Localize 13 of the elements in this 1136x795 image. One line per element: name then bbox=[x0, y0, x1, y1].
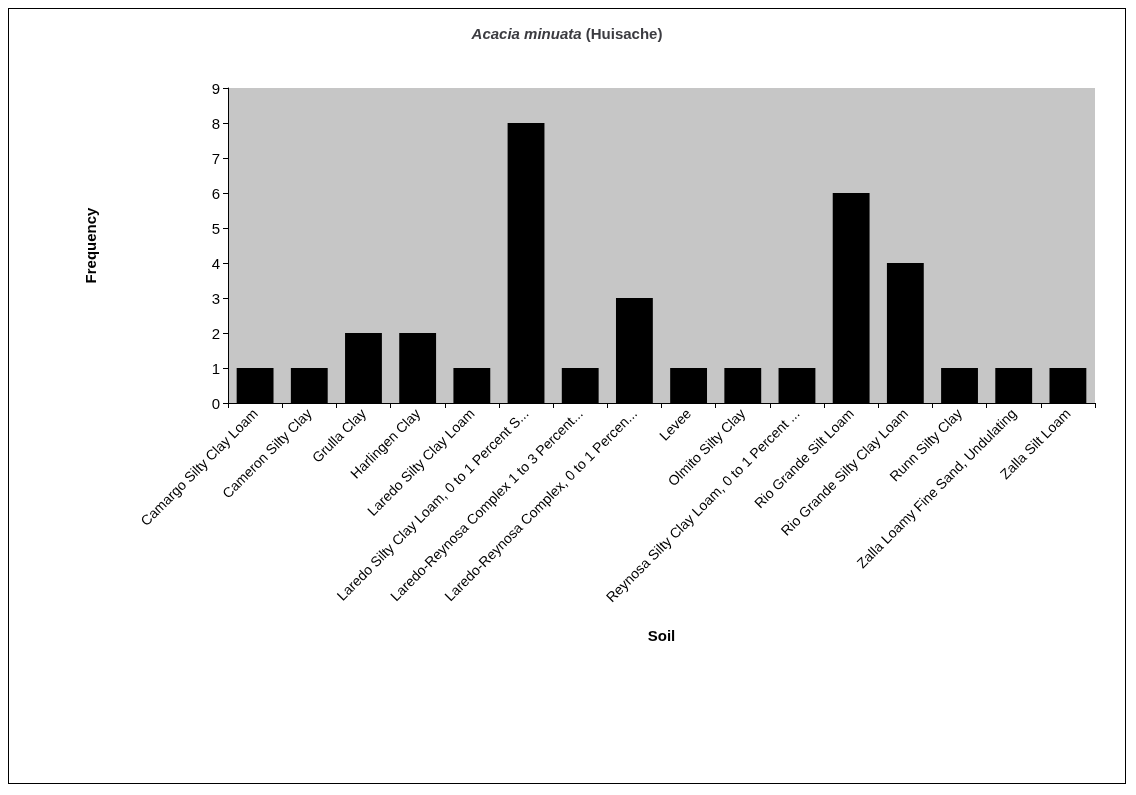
x-axis-title: Soil bbox=[647, 627, 676, 644]
y-tick-label: 4 bbox=[211, 254, 220, 272]
y-tick-label: 8 bbox=[211, 114, 220, 132]
y-tick-label: 1 bbox=[211, 359, 220, 377]
y-axis-title: Frequency bbox=[82, 206, 99, 284]
y-tick-label: 6 bbox=[211, 184, 220, 202]
y-tick-label: 5 bbox=[211, 219, 220, 237]
chart-title: Acacia minuata (Huisache) bbox=[470, 25, 663, 42]
y-tick-label: 7 bbox=[211, 149, 220, 167]
y-tick-label: 3 bbox=[211, 289, 220, 307]
y-tick-label: 2 bbox=[211, 324, 220, 342]
y-tick-label: 9 bbox=[211, 79, 220, 97]
y-tick-label: 0 bbox=[211, 394, 220, 412]
